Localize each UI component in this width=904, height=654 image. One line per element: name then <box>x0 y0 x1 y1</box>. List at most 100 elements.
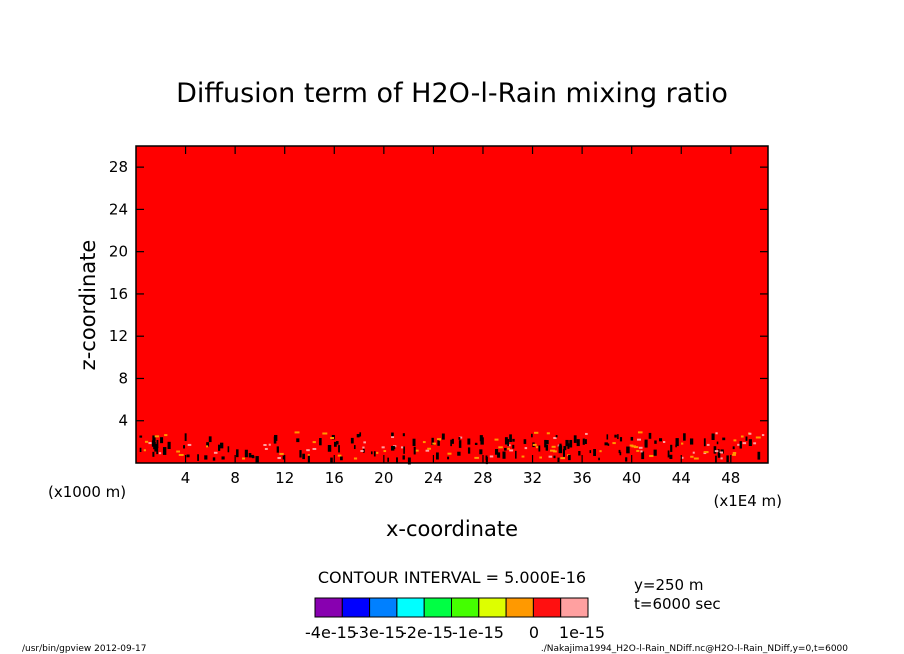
noise-mark <box>733 439 737 442</box>
noise-mark <box>604 442 608 446</box>
x-axis-label: x-coordinate <box>386 517 518 541</box>
noise-mark <box>431 437 434 446</box>
noise-mark <box>532 443 537 446</box>
noise-mark <box>568 454 571 461</box>
noise-mark <box>441 433 445 440</box>
noise-mark <box>507 439 510 447</box>
x-unit-left: (x1000 m) <box>48 483 126 501</box>
noise-mark <box>432 442 436 445</box>
noise-mark <box>353 445 356 450</box>
noise-mark <box>551 445 556 448</box>
x-tick-label: 16 <box>325 469 344 487</box>
noise-mark <box>662 440 666 443</box>
x-tick-label: 48 <box>721 469 740 487</box>
colorbar-label: -4e-15 <box>305 623 357 642</box>
noise-mark <box>330 457 333 464</box>
noise-mark <box>312 447 317 450</box>
x-tick-label: 12 <box>275 469 294 487</box>
noise-mark <box>748 439 752 447</box>
noise-mark <box>362 448 365 453</box>
noise-mark <box>669 454 673 459</box>
noise-mark <box>458 440 462 448</box>
noise-mark <box>693 457 699 460</box>
noise-mark <box>585 432 588 435</box>
noise-mark <box>675 438 679 447</box>
noise-mark <box>336 441 339 445</box>
colorbar-label: -1e-15 <box>452 623 504 642</box>
noise-mark <box>407 457 411 465</box>
noise-mark <box>535 446 539 449</box>
noise-mark <box>546 432 550 435</box>
noise-mark <box>474 456 479 459</box>
noise-mark <box>307 454 310 457</box>
noise-mark <box>717 452 721 458</box>
noise-mark <box>631 445 637 448</box>
noise-mark <box>220 442 224 449</box>
noise-mark <box>512 438 515 442</box>
noise-mark <box>139 447 142 452</box>
noise-mark <box>402 455 405 460</box>
noise-mark <box>356 434 360 438</box>
noise-mark <box>689 438 694 445</box>
colorbar-cell <box>451 597 480 618</box>
noise-mark <box>502 451 506 459</box>
noise-mark <box>573 435 577 443</box>
contour-interval: CONTOUR INTERVAL = 5.000E-16 <box>318 568 586 587</box>
noise-mark <box>333 441 337 447</box>
noise-mark <box>436 452 439 460</box>
noise-mark <box>717 449 720 456</box>
colorbar-cell <box>314 597 343 618</box>
noise-mark <box>606 434 609 440</box>
noise-mark <box>187 443 192 446</box>
noise-mark <box>296 438 300 443</box>
noise-mark <box>670 444 673 452</box>
noise-mark <box>479 435 483 442</box>
noise-mark <box>148 442 152 445</box>
noise-mark <box>703 451 709 454</box>
noise-mark <box>176 450 181 453</box>
noise-mark <box>761 434 765 437</box>
noise-mark <box>327 444 332 452</box>
noise-mark <box>553 455 556 459</box>
noise-mark <box>425 449 430 452</box>
noise-mark <box>457 451 461 456</box>
noise-mark <box>667 450 670 458</box>
noise-mark <box>373 451 376 457</box>
noise-mark <box>715 455 717 463</box>
noise-mark <box>255 456 259 463</box>
noise-mark <box>593 449 597 456</box>
noise-mark <box>263 444 267 447</box>
noise-mark <box>524 447 528 450</box>
noise-mark <box>299 450 302 458</box>
noise-mark <box>144 440 149 443</box>
noise-mark <box>438 438 441 441</box>
noise-mark <box>523 439 527 444</box>
noise-mark <box>714 450 719 453</box>
noise-mark <box>282 455 285 460</box>
noise-mark <box>648 432 652 439</box>
noise-mark <box>396 457 398 464</box>
noise-mark <box>538 445 541 452</box>
noise-mark <box>264 447 268 450</box>
y-tick-label: 12 <box>109 327 128 345</box>
noise-mark <box>521 455 525 458</box>
noise-mark <box>739 441 742 449</box>
noise-mark <box>413 446 416 455</box>
colorbar-label: -2e-15 <box>401 623 453 642</box>
x-tick-label: 8 <box>230 469 240 487</box>
noise-mark <box>617 434 619 440</box>
noise-mark <box>578 451 581 456</box>
noise-mark <box>737 443 740 446</box>
noise-mark <box>612 442 616 445</box>
noise-mark <box>206 442 210 447</box>
noise-mark <box>692 451 695 454</box>
noise-mark <box>748 432 752 435</box>
noise-mark <box>713 446 717 454</box>
noise-mark <box>637 431 643 434</box>
noise-mark <box>412 438 416 446</box>
noise-mark <box>413 449 419 452</box>
noise-mark <box>504 447 507 451</box>
noise-mark <box>654 440 657 444</box>
colorbar-label: 1e-15 <box>559 623 605 642</box>
